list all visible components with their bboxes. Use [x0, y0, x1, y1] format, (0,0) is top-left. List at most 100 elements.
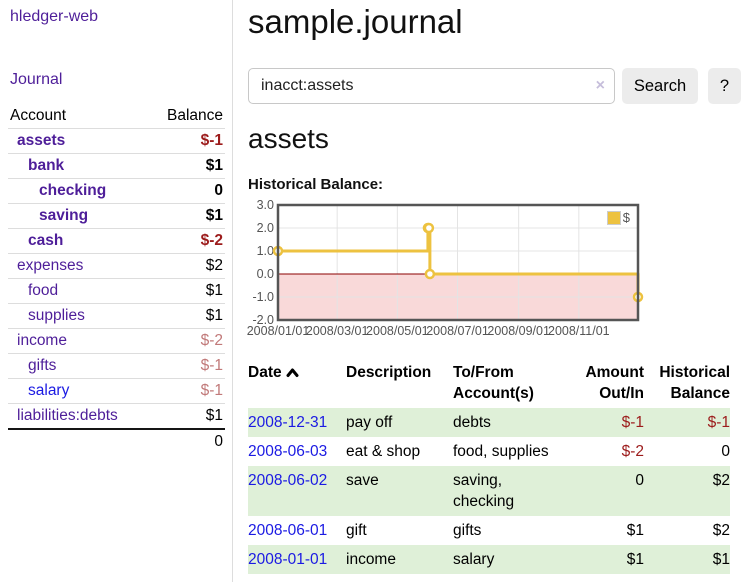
account-row: saving $1 [8, 204, 225, 229]
register-table: Date Description To/From Account(s) Amou… [248, 358, 730, 574]
register-row: 2008-06-01 gift gifts $1 $2 [248, 516, 730, 545]
account-balance: $1 [205, 307, 223, 324]
accounts-table-header: Account Balance [8, 104, 225, 129]
transaction-date-link[interactable]: 2008-06-02 [248, 472, 328, 489]
historical-balance-chart: 3.0 2.0 1.0 0.0 -1.0 -2.0 $ 2008/01/01 2008/03… [246, 198, 728, 345]
account-row: bank $1 [8, 154, 225, 179]
transaction-accounts: saving, checking [453, 472, 515, 510]
amount-header-line1: Amount [585, 364, 644, 381]
account-balance: $-1 [200, 357, 223, 374]
account-link-food[interactable]: food [28, 282, 59, 299]
clear-search-icon[interactable]: × [595, 77, 605, 94]
transaction-amount: 0 [635, 472, 644, 489]
account-link-checking[interactable]: checking [39, 182, 107, 199]
transaction-description: gift [346, 522, 367, 539]
accounts-balance-table: Account Balance assets $-1 bank $1 check… [8, 104, 225, 454]
balance-chart-svg [272, 203, 644, 322]
balance-header-line1: Historical [659, 364, 730, 381]
account-row: salary $-1 [8, 379, 225, 404]
balance-column-header: Historical Balance [644, 358, 730, 408]
y-tick-label: 2.0 [256, 221, 274, 235]
account-balance: $-2 [200, 332, 223, 349]
series-swatch-icon [606, 210, 621, 225]
account-link-expenses[interactable]: expenses [17, 257, 84, 274]
transaction-balance: 0 [721, 443, 730, 460]
account-column-header: Account [10, 107, 67, 124]
search-button[interactable]: Search [622, 68, 698, 104]
tofrom-header-line1: To/From [453, 364, 514, 381]
accounts-total-row: 0 [8, 429, 225, 454]
account-row: food $1 [8, 279, 225, 304]
balance-header-line2: Balance [670, 385, 730, 402]
amount-column-header: Amount Out/In [583, 358, 644, 408]
y-tick-label: 0.0 [256, 267, 274, 281]
main-content: sample.journal × Search ? assets Histori… [233, 0, 742, 582]
y-tick-label: -2.0 [252, 313, 274, 327]
accounts-total-value: 0 [214, 433, 223, 450]
brand-link[interactable]: hledger-web [10, 8, 99, 25]
account-balance: $-2 [200, 232, 223, 249]
transaction-accounts: salary [453, 551, 495, 568]
x-tick-label: 2008/07/01 [426, 324, 489, 338]
chart-legend: $ [606, 210, 630, 225]
chart-title: Historical Balance: [248, 176, 384, 193]
transaction-date-link[interactable]: 2008-06-03 [248, 443, 328, 460]
transaction-date-link[interactable]: 2008-06-01 [248, 522, 328, 539]
register-row: 2008-01-01 income salary $1 $1 [248, 545, 730, 574]
account-link-salary[interactable]: salary [28, 382, 70, 399]
account-row: checking 0 [8, 179, 225, 204]
sort-ascending-icon [286, 363, 299, 384]
account-row: assets $-1 [8, 129, 225, 154]
sidebar-item-journal[interactable]: Journal [10, 71, 63, 88]
search-form: × Search ? [248, 68, 741, 104]
x-tick-label: 2008/11/01 [547, 324, 610, 338]
account-balance: $-1 [200, 132, 223, 149]
account-balance: $1 [205, 282, 223, 299]
tofrom-column-header: To/From Account(s) [453, 358, 583, 408]
transaction-description: income [346, 551, 396, 568]
transaction-balance: $2 [712, 522, 730, 539]
account-row: supplies $1 [8, 304, 225, 329]
transaction-description: save [346, 472, 379, 489]
x-tick-label: 2008/01/01 [246, 324, 310, 338]
account-heading: assets [248, 123, 329, 154]
account-balance: $-1 [200, 382, 223, 399]
amount-header-line2: Out/In [599, 385, 644, 402]
account-row: gifts $-1 [8, 354, 225, 379]
account-link-income[interactable]: income [17, 332, 67, 349]
transaction-balance: $-1 [707, 414, 730, 431]
register-table-header: Date Description To/From Account(s) Amou… [248, 358, 730, 408]
account-link-assets[interactable]: assets [17, 132, 66, 149]
account-link-supplies[interactable]: supplies [28, 307, 85, 324]
help-button[interactable]: ? [708, 68, 741, 104]
account-row: income $-2 [8, 329, 225, 354]
account-balance: 0 [214, 182, 223, 199]
transaction-amount: $-1 [621, 414, 644, 431]
register-row: 2008-06-02 save saving, checking 0 $2 [248, 466, 730, 516]
y-tick-label: 3.0 [256, 198, 274, 212]
account-balance: $2 [205, 257, 223, 274]
balance-column-header: Balance [166, 107, 223, 124]
account-link-liabilities-debts[interactable]: liabilities:debts [17, 407, 118, 424]
transaction-date-link[interactable]: 2008-12-31 [248, 414, 328, 431]
chart-plot-area[interactable]: $ [272, 203, 644, 322]
account-link-saving[interactable]: saving [39, 207, 89, 224]
search-input[interactable] [248, 68, 615, 104]
account-balance: $1 [205, 157, 223, 174]
account-balance: $1 [205, 207, 223, 224]
x-tick-label: 2008/09/01 [487, 324, 550, 338]
transaction-amount: $1 [626, 551, 644, 568]
account-link-cash[interactable]: cash [28, 232, 64, 249]
chart-y-axis: 3.0 2.0 1.0 0.0 -1.0 -2.0 [248, 198, 274, 327]
transaction-date-link[interactable]: 2008-01-01 [248, 551, 328, 568]
transaction-accounts: debts [453, 414, 491, 431]
x-tick-label: 2008/03/01 [305, 324, 369, 338]
tofrom-header-line2: Account(s) [453, 385, 534, 402]
date-column-header[interactable]: Date [248, 358, 346, 408]
account-balance: $1 [205, 407, 223, 424]
transaction-balance: $2 [712, 472, 730, 489]
account-link-bank[interactable]: bank [28, 157, 65, 174]
transaction-accounts: gifts [453, 522, 482, 539]
account-link-gifts[interactable]: gifts [28, 357, 57, 374]
